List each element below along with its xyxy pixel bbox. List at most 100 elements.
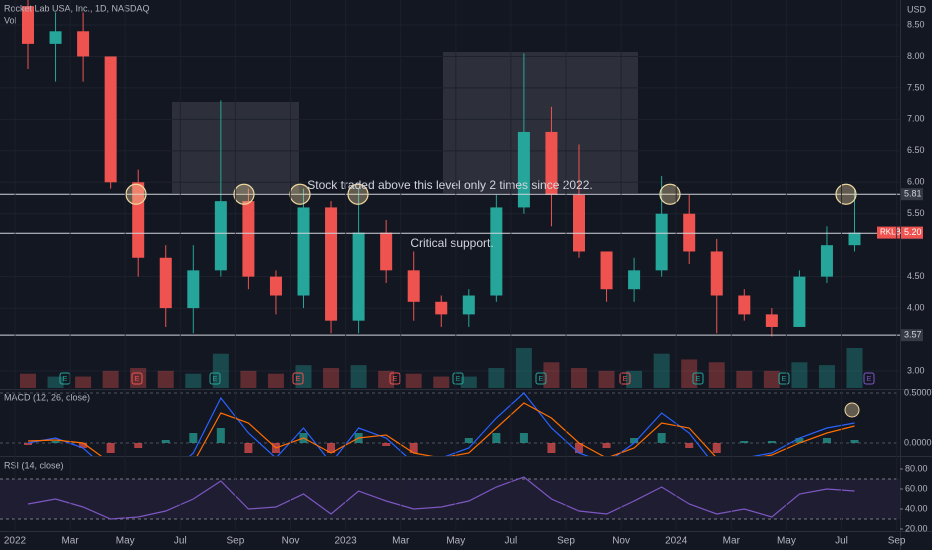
volume-bar [240, 370, 257, 388]
histogram-bar [189, 433, 198, 443]
event-marker [778, 372, 790, 385]
event-label: E [135, 376, 140, 383]
highlight-circle [125, 183, 147, 205]
x-tick-label: Jul [505, 536, 518, 547]
highlight-circle [347, 183, 369, 205]
symbol-tag [877, 226, 900, 239]
y-tick-label: 40.00 [905, 503, 928, 513]
event-label: E [393, 376, 398, 383]
histogram-bar [795, 438, 804, 443]
histogram-bar [51, 441, 60, 443]
candle-body [159, 257, 172, 309]
histogram-bar [575, 443, 583, 453]
highlight-circle [844, 402, 860, 418]
volume-bar [433, 376, 450, 388]
histogram-bar [106, 443, 115, 453]
x-tick-label: Mar [392, 536, 410, 547]
candle-body [683, 213, 696, 252]
candle-body [573, 194, 585, 252]
candle-body [490, 207, 503, 296]
histogram-bar [822, 438, 831, 443]
pane-title: RSI (14, close) [4, 460, 64, 470]
indicator-line [27, 476, 855, 520]
candle-body [710, 251, 723, 296]
volume-bar [763, 370, 780, 388]
event-marker [692, 372, 704, 385]
candle-body [820, 245, 833, 277]
candle-body [517, 131, 530, 208]
x-tick-label: Nov [282, 536, 300, 547]
x-tick-label: May [446, 536, 465, 547]
price-label: 5.20 [904, 227, 922, 237]
rsi-band [0, 479, 900, 519]
volume-label: Vol [4, 15, 17, 25]
histogram-bar [767, 441, 776, 443]
volume-bar [846, 348, 863, 388]
level-label: 3.57 [904, 330, 922, 340]
level-label: 5.81 [904, 189, 922, 199]
histogram-bar [244, 443, 253, 453]
candle-body [214, 201, 227, 271]
y-tick-label: 80.00 [905, 463, 928, 473]
highlight-circle [835, 183, 857, 205]
histogram-bar [464, 438, 473, 443]
candle-body [132, 182, 145, 258]
volume-bar [212, 353, 229, 388]
volume-bar [102, 370, 119, 388]
y-tick-label: 7.00 [907, 114, 925, 124]
y-tick-label: 6.50 [907, 145, 925, 155]
y-tick-label: 5.50 [907, 208, 925, 218]
highlight-circle [659, 183, 681, 205]
event-marker [863, 372, 875, 385]
histogram-bar [216, 428, 225, 443]
event-label: E [63, 376, 68, 383]
candle-body [765, 314, 778, 327]
x-tick-label: Sep [227, 536, 245, 547]
x-tick-label: May [777, 536, 796, 547]
x-tick-label: 2022 [4, 536, 27, 547]
volume-bar [405, 373, 422, 388]
histogram-bar [630, 438, 639, 443]
y-tick-label: 6.00 [907, 177, 925, 187]
histogram-bar [492, 433, 501, 443]
candle-body [352, 232, 365, 321]
y-tick-label: 60.00 [905, 483, 928, 493]
highlight-box [443, 52, 638, 193]
candle-body [380, 232, 393, 271]
volume-bar [791, 362, 808, 388]
candle-body [738, 295, 751, 315]
histogram-bar [740, 441, 749, 443]
y-tick-label: 8.50 [907, 19, 925, 29]
volume-bar [736, 370, 753, 388]
candle-body [793, 276, 806, 327]
histogram-bar [657, 433, 666, 443]
x-tick-label: 2024 [665, 536, 688, 547]
histogram-bar [685, 443, 694, 448]
event-marker [619, 372, 631, 385]
candle-body [187, 270, 200, 309]
x-tick-label: Nov [612, 536, 630, 547]
y-tick-label: 0.5000 [904, 387, 932, 397]
histogram-bar [161, 440, 170, 443]
histogram-bar [547, 443, 556, 453]
volume-bar [653, 353, 670, 388]
chart-title: Rocket Lab USA, Inc., 1D, NASDAQ [4, 3, 150, 13]
histogram-bar [409, 443, 418, 453]
candle-body [628, 270, 641, 290]
price-tag [901, 226, 923, 239]
histogram-bar [327, 443, 336, 453]
volume-bar [350, 365, 367, 388]
pane-title: MACD (12, 26, close) [4, 392, 90, 402]
level-tag [901, 329, 923, 342]
x-tick-label: May [116, 536, 135, 547]
histogram-bar [382, 443, 391, 446]
y-tick-label: 20.00 [905, 523, 928, 533]
volume-bar [571, 368, 587, 388]
histogram-bar [24, 443, 32, 445]
candle-body [297, 207, 310, 296]
event-label: E [623, 376, 628, 383]
event-marker [292, 372, 304, 385]
event-label: E [782, 376, 787, 383]
